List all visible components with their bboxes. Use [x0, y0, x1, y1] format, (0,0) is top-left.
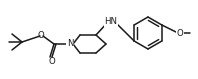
Text: N: N	[67, 40, 73, 49]
Text: HN: HN	[105, 18, 117, 26]
Text: O: O	[49, 58, 55, 67]
Text: O: O	[177, 29, 183, 38]
Text: O: O	[38, 32, 44, 41]
